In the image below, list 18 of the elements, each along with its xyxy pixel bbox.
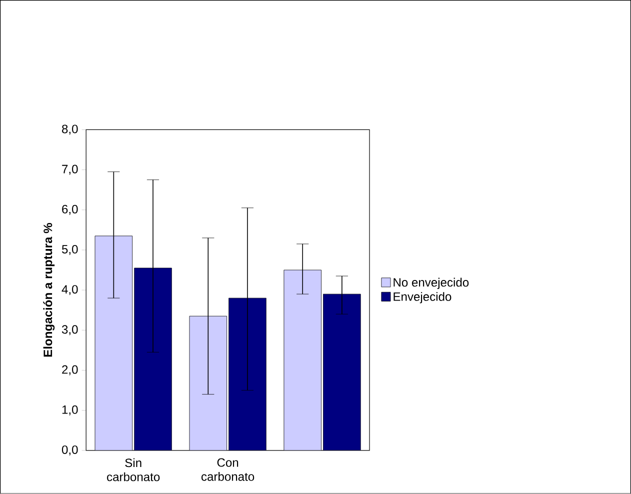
legend-label: Envejecido [394, 292, 452, 304]
x-tick-label: Con carbonato [201, 458, 254, 481]
x-tick-label: Sin carbonato [107, 458, 160, 482]
bar [95, 236, 132, 451]
y-axis-title: Elongación a ruptura % [43, 223, 55, 357]
y-tick-label: 2,0 [62, 365, 78, 376]
bar [284, 270, 322, 451]
y-tick-label: 6,0 [62, 204, 78, 215]
bar [134, 268, 172, 451]
y-tick-label: 1,0 [62, 405, 78, 416]
bar [323, 294, 361, 451]
y-tick-label: 3,0 [62, 325, 78, 336]
y-tick-label: 5,0 [62, 245, 78, 256]
y-tick-label: 8,0 [62, 124, 78, 135]
y-tick-label: 7,0 [62, 164, 78, 175]
legend-label: No envejecido [394, 278, 469, 290]
y-tick-label: 0,0 [62, 446, 78, 456]
y-tick-label: 4,0 [62, 285, 78, 296]
